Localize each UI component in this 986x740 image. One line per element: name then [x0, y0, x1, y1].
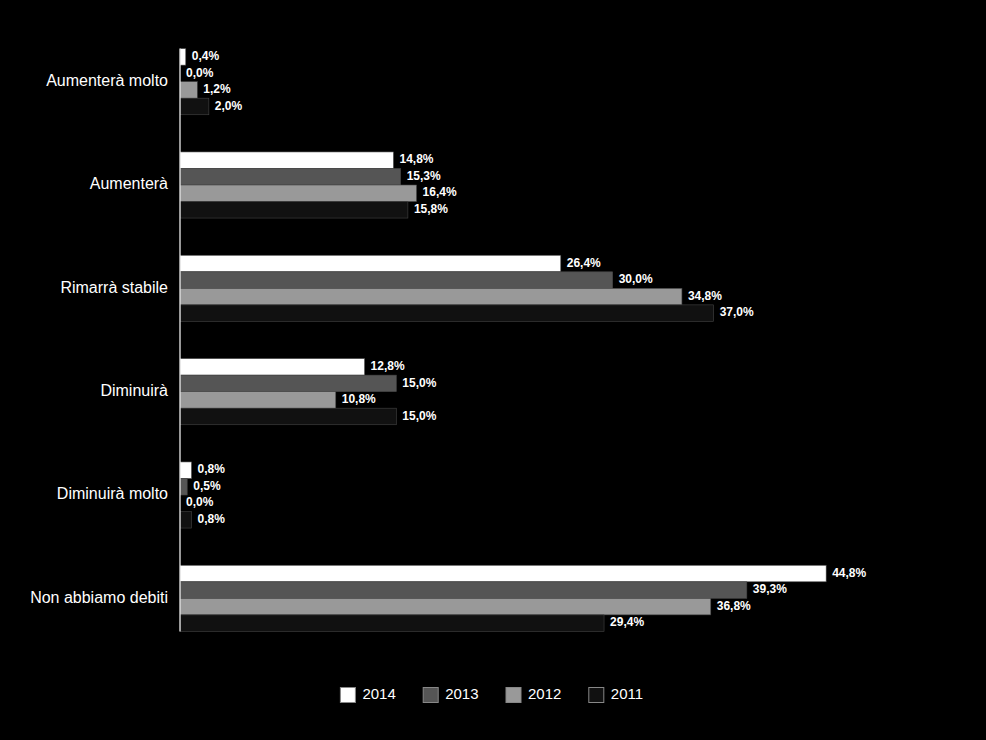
data-label: 29,4% [610, 615, 644, 629]
bar [180, 185, 417, 202]
bar [180, 255, 561, 272]
data-label: 15,0% [402, 409, 436, 423]
y-tick-label: Non abbiamo debiti [30, 589, 168, 606]
legend-swatch [506, 688, 521, 703]
data-label: 26,4% [567, 256, 601, 270]
data-label: 39,3% [753, 582, 787, 596]
y-tick-label: Rimarrà stabile [60, 279, 168, 296]
bar [180, 82, 197, 99]
y-tick-labels: Aumenterà molto Aumenterà Rimarrà stabile D… [30, 72, 168, 606]
bar [180, 288, 682, 305]
background [0, 0, 986, 740]
legend-swatch [589, 688, 604, 703]
bar [180, 272, 613, 289]
data-label: 15,8% [414, 202, 448, 216]
data-label: 16,4% [423, 185, 457, 199]
y-tick-label: Aumenterà [90, 175, 168, 192]
data-label: 14,8% [399, 152, 433, 166]
bar [180, 462, 192, 479]
data-labels: 0,4% 0,0% 1,2% 2,0% 14,8% 15,3% 16,4% 15,8% 26,4… [186, 49, 867, 629]
bar [180, 598, 711, 615]
bar [180, 359, 365, 376]
data-label: 0,8% [198, 512, 226, 526]
bar [180, 565, 826, 582]
data-label: 15,0% [402, 376, 436, 390]
bar [180, 152, 393, 169]
bar [180, 168, 401, 185]
y-tick-label: Diminuirà molto [57, 485, 168, 502]
data-label: 2,0% [215, 99, 243, 113]
bar [180, 512, 192, 529]
bar [180, 305, 714, 322]
axis-line [179, 49, 180, 632]
bar [180, 615, 604, 632]
bar [180, 582, 747, 599]
bar [180, 478, 187, 495]
data-label: 36,8% [717, 599, 751, 613]
bar [180, 408, 396, 425]
bar [180, 98, 209, 115]
bar [180, 202, 408, 219]
chart-svg: 0,4% 0,0% 1,2% 2,0% 14,8% 15,3% 16,4% 15,8% 26,4… [0, 0, 986, 740]
data-label: 12,8% [371, 359, 405, 373]
legend-swatch [423, 688, 438, 703]
data-label: 0,8% [198, 462, 226, 476]
bar [180, 49, 186, 66]
data-label: 1,2% [203, 82, 231, 96]
y-tick-label: Diminuirà [100, 382, 168, 399]
legend-label: 2012 [528, 685, 561, 702]
legend-label: 2011 [611, 685, 643, 702]
data-label: 44,8% [832, 566, 866, 580]
data-label: 0,0% [186, 66, 214, 80]
legend-label: 2013 [445, 685, 478, 702]
legend: 2014 2013 2012 2011 [340, 685, 643, 703]
legend-swatch [340, 688, 355, 703]
chart-container: 0,4% 0,0% 1,2% 2,0% 14,8% 15,3% 16,4% 15,8% 26,4… [0, 0, 986, 740]
bar [180, 375, 396, 392]
bars [180, 49, 826, 632]
legend-label: 2014 [362, 685, 395, 702]
data-label: 34,8% [688, 289, 722, 303]
data-label: 37,0% [720, 305, 754, 319]
data-label: 15,3% [407, 169, 441, 183]
data-label: 0,0% [186, 495, 214, 509]
data-label: 30,0% [619, 272, 653, 286]
y-tick-label: Aumenterà molto [46, 72, 168, 89]
bar [180, 392, 336, 409]
data-label: 0,4% [192, 49, 220, 63]
data-label: 10,8% [342, 392, 376, 406]
data-label: 0,5% [193, 479, 221, 493]
